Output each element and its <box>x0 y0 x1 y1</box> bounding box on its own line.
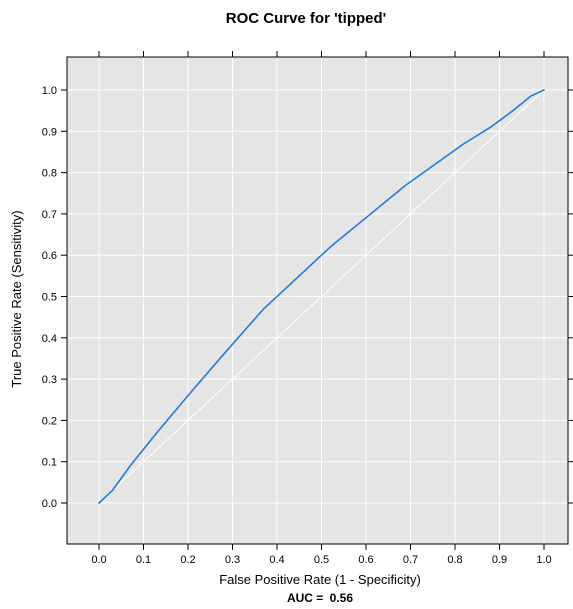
x-tick-label: 0.0 <box>91 554 106 566</box>
y-tick-label: 0.6 <box>42 250 57 262</box>
plot-border <box>66 56 569 545</box>
auc-value: 0.56 <box>330 591 354 605</box>
y-tick-label: 0.2 <box>42 415 57 427</box>
y-tick-label: 0.4 <box>42 333 57 345</box>
y-tick-label: 0.1 <box>42 457 57 469</box>
x-tick-label: 0.9 <box>492 554 507 566</box>
x-tick-label: 0.2 <box>180 554 195 566</box>
reference-diagonal-line <box>98 89 545 504</box>
ticks: 0.0 0.1 0.2 0.3 0.4 0.5 0.6 0.7 0.8 0.9 1.0 0.0 0.1 0… <box>42 51 573 566</box>
x-tick-label: 0.6 <box>358 554 373 566</box>
y-tick-label: 0.7 <box>42 209 57 221</box>
auc-label: AUC = <box>287 591 327 605</box>
grid-lines <box>67 57 568 544</box>
chart-title: ROC Curve for 'tipped' <box>226 10 386 27</box>
y-tick-label: 0.3 <box>42 374 57 386</box>
y-tick-label: 0.0 <box>42 498 57 510</box>
x-tick-label: 0.1 <box>136 554 151 566</box>
series-layer <box>98 89 545 504</box>
roc-curve-line <box>98 89 545 504</box>
x-tick-label: 0.3 <box>225 554 240 566</box>
x-tick-label: 0.4 <box>269 554 284 566</box>
x-tick-label: 1.0 <box>536 554 551 566</box>
x-tick-label: 0.7 <box>403 554 418 566</box>
x-tick-label: 0.8 <box>447 554 462 566</box>
y-axis-label: True Positive Rate (Sensitivity) <box>9 210 24 387</box>
y-tick-label: 0.9 <box>42 126 57 138</box>
x-tick-label: 0.5 <box>314 554 329 566</box>
auc-annotation: AUC = 0.56 <box>287 591 353 605</box>
y-tick-label: 0.8 <box>42 168 57 180</box>
y-tick-label: 1.0 <box>42 85 57 97</box>
x-axis-label: False Positive Rate (1 - Specificity) <box>219 572 421 587</box>
y-tick-label: 0.5 <box>42 292 57 304</box>
